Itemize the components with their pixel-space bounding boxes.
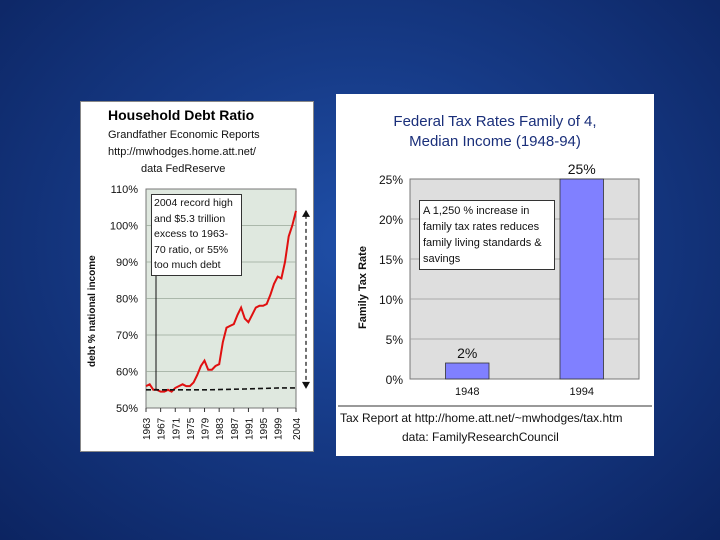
tax-rate-plot: 25% 20% 15% 10% 5% 0% 2% 1948 25% 1994	[338, 161, 652, 407]
record-annotation: 2004 record high and $5.3 trillion exces…	[151, 194, 242, 276]
tax-x-tick-label: 1948	[455, 386, 479, 398]
tax-y-tick-label: 20%	[379, 213, 403, 227]
debt-ratio-series-line	[145, 210, 297, 393]
household-debt-chart: Household Debt Ratio Grandfather Economi…	[80, 101, 314, 452]
x-tick-label: 1983	[215, 417, 226, 440]
chart-subtitle-2: http://mwhodges.home.att.net/	[108, 146, 256, 158]
y-tick-label: 70%	[116, 330, 138, 342]
tax-y-tick-label: 15%	[379, 253, 403, 267]
baseline-series-line	[146, 387, 296, 391]
tax-x-tick-label: 1994	[570, 386, 594, 398]
tax-bar	[445, 362, 490, 380]
chart-title: Household Debt Ratio	[108, 107, 255, 123]
x-tick-label: 1975	[186, 417, 197, 440]
tax-chart-title-line1: Federal Tax Rates Family of 4,	[393, 113, 597, 130]
x-tick-label: 1999	[274, 417, 285, 440]
x-tick-label: 1991	[244, 417, 255, 440]
tax-bar-value-label: 25%	[568, 161, 596, 177]
federal-tax-chart: Federal Tax Rates Family of 4, Median In…	[336, 94, 654, 456]
x-tick-label: 1967	[157, 417, 168, 440]
chart-subtitle-1: Grandfather Economic Reports	[108, 129, 260, 141]
x-tick-label: 1979	[201, 417, 212, 440]
tax-bar-value-label: 2%	[457, 345, 477, 361]
x-tick-label: 1987	[230, 417, 241, 440]
x-tick-label: 1995	[259, 417, 270, 440]
tax-y-tick-label: 0%	[386, 373, 404, 387]
y-tick-label: 50%	[116, 403, 138, 415]
x-tick-label: 1963	[142, 417, 153, 440]
y-tick-label: 90%	[116, 257, 138, 269]
debt-ratio-plot: 110% 100% 90% 80% 70% 60% 50% 1963 1967 1971 1975 1…	[110, 184, 310, 440]
excess-arrow-head-bottom	[302, 381, 310, 389]
tax-y-tick-label: 25%	[379, 173, 403, 187]
x-tick-label: 1971	[171, 417, 182, 440]
y-tick-label: 110%	[111, 184, 139, 196]
tax-bar	[559, 178, 604, 380]
tax-chart-title-line2: Median Income (1948-94)	[409, 133, 581, 150]
increase-annotation: A 1,250 % increase in family tax rates r…	[419, 200, 555, 270]
footer-line-2: data: FamilyResearchCouncil	[402, 430, 559, 444]
x-tick-label: 2004	[292, 417, 303, 440]
y-tick-label: 100%	[110, 221, 138, 233]
tax-y-tick-label: 10%	[379, 293, 403, 307]
tax-y-tick-label: 5%	[386, 333, 404, 347]
excess-arrow-head-top	[302, 209, 310, 217]
y-tick-label: 60%	[116, 367, 138, 379]
footer-line-1: Tax Report at http://home.att.net/~mwhod…	[340, 411, 623, 425]
chart-subtitle-3: data FedReserve	[141, 163, 226, 175]
y-tick-label: 80%	[116, 294, 138, 306]
